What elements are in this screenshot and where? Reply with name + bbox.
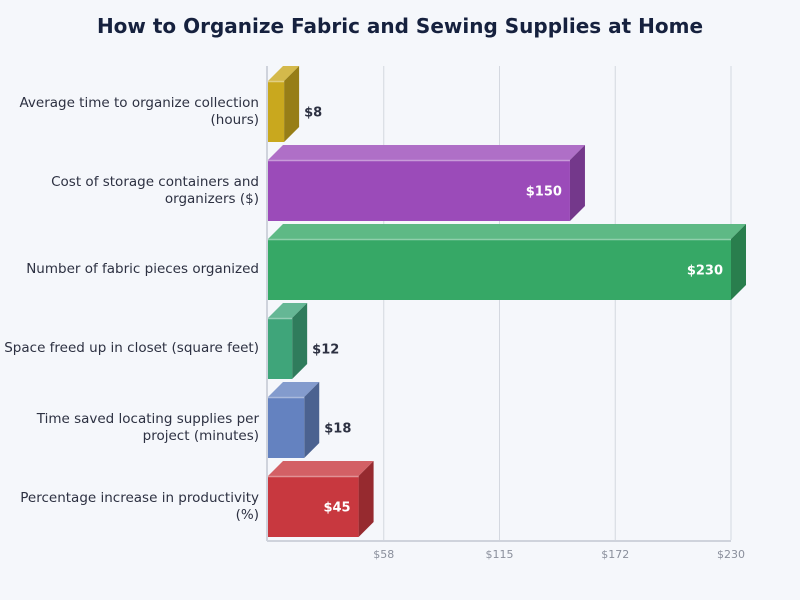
x-tick-label: $172 (601, 548, 629, 561)
bar-value-label: $8 (304, 106, 322, 121)
bar[interactable]: $45 (268, 461, 374, 537)
category-label-line: Space freed up in closet (square feet) (4, 340, 259, 356)
x-tick-label: $58 (373, 548, 394, 561)
category-label-line: Time saved locating supplies per (36, 410, 259, 427)
category-label-line: (%) (235, 506, 259, 523)
bar-value-label: $45 (323, 501, 350, 516)
bar-value-label: $18 (324, 422, 351, 437)
bar[interactable]: $12 (268, 303, 339, 379)
category-label-line: Number of fabric pieces organized (26, 261, 259, 277)
category-label: Cost of storage containers and organizers… (0, 174, 259, 208)
category-label-line: Cost of storage containers and (51, 173, 259, 190)
category-label: Space freed up in closet (square feet) (0, 340, 259, 357)
bar[interactable]: $230 (268, 224, 746, 300)
category-label-line: Average time to organize collection (19, 94, 259, 111)
category-label: Time saved locating supplies per project … (0, 411, 259, 445)
chart-title: How to Organize Fabric and Sewing Suppli… (96, 14, 704, 38)
category-label-line: (hours) (210, 111, 260, 128)
category-label-line: Percentage increase in productivity (20, 489, 259, 506)
category-label: Number of fabric pieces organized (0, 261, 259, 278)
bar-value-label: $12 (312, 343, 339, 358)
category-label: Average time to organize collection (hour… (0, 95, 259, 129)
bar-value-label: $150 (526, 185, 562, 200)
category-label-line: project (minutes) (142, 427, 259, 444)
bar[interactable]: $18 (268, 382, 351, 458)
category-label: Percentage increase in productivity (%) (0, 490, 259, 524)
category-label-line: organizers ($) (164, 190, 259, 207)
bar[interactable]: $150 (268, 145, 585, 221)
bar[interactable]: $8 (268, 66, 322, 142)
x-tick-label: $230 (717, 548, 745, 561)
bar-value-label: $230 (687, 264, 723, 279)
x-tick-label: $115 (486, 548, 514, 561)
